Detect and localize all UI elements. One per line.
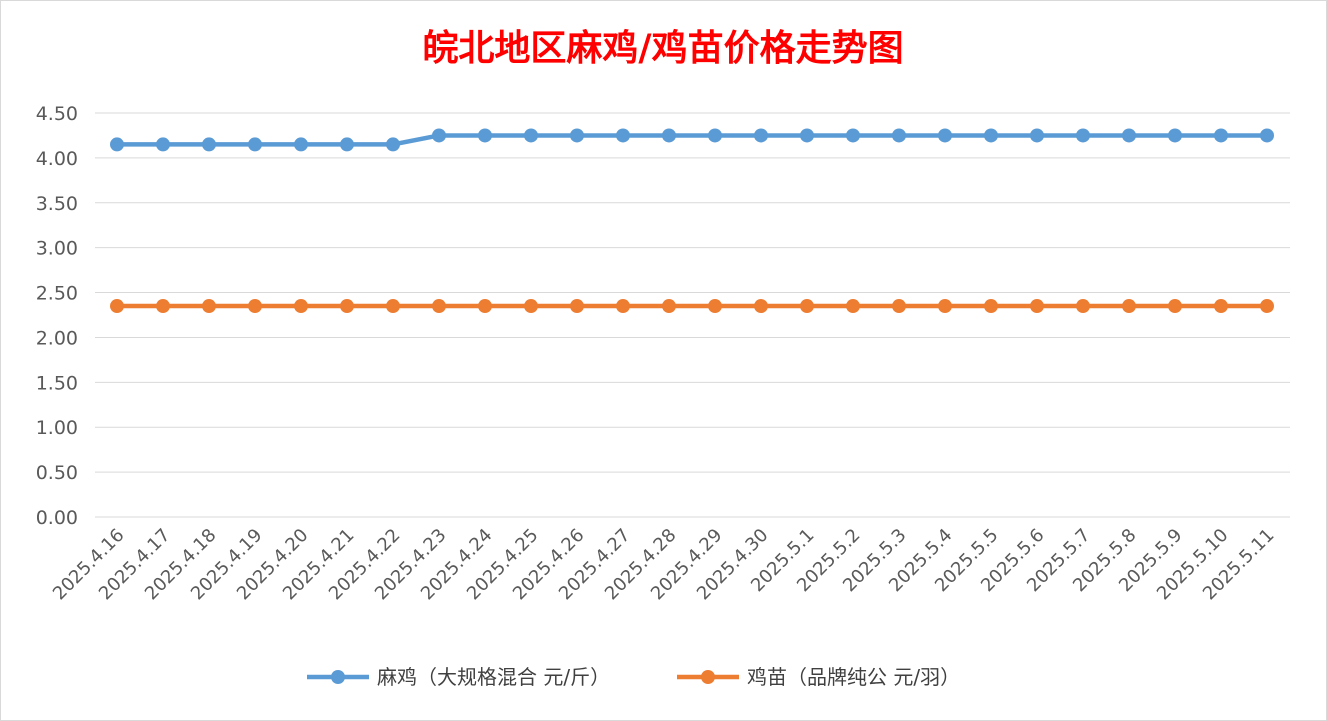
- data-point: [110, 137, 124, 152]
- legend: 麻鸡（大规格混合 元/斤） 鸡苗（品牌纯公 元/羽）: [307, 665, 960, 689]
- legend-item-1: 麻鸡（大规格混合 元/斤）: [307, 665, 610, 689]
- y-tick-label: 1.50: [36, 372, 78, 394]
- data-point: [1030, 299, 1044, 314]
- data-point: [984, 299, 998, 314]
- data-point: [800, 299, 814, 314]
- data-point: [1076, 299, 1090, 314]
- data-point: [1260, 128, 1274, 143]
- y-tick-label: 4.00: [36, 148, 78, 170]
- data-point: [892, 128, 906, 143]
- data-point: [1122, 128, 1136, 143]
- series-2: [110, 299, 1274, 314]
- y-tick-label: 3.50: [36, 193, 78, 215]
- data-point: [1214, 128, 1228, 143]
- series-line: [117, 133, 1267, 147]
- data-point: [938, 299, 952, 314]
- data-point: [386, 137, 400, 152]
- legend-marker: [701, 670, 715, 684]
- data-point: [294, 299, 308, 314]
- legend-marker: [331, 670, 345, 684]
- data-point: [662, 128, 676, 143]
- data-point: [248, 137, 262, 152]
- data-point: [478, 128, 492, 143]
- data-point: [938, 128, 952, 143]
- data-point: [1260, 299, 1274, 314]
- data-point: [202, 137, 216, 152]
- data-point: [294, 137, 308, 152]
- data-point: [1214, 299, 1228, 314]
- data-point: [156, 137, 170, 152]
- y-axis-ticks: 0.00 0.50 1.00 1.50 2.00 2.50 3.00 3.50 4.00 4.50: [36, 103, 78, 529]
- data-point: [432, 128, 446, 143]
- data-point: [1168, 128, 1182, 143]
- data-point: [432, 299, 446, 314]
- data-point: [754, 128, 768, 143]
- data-point: [202, 299, 216, 314]
- data-point: [1030, 128, 1044, 143]
- data-point: [754, 299, 768, 314]
- data-point: [386, 299, 400, 314]
- series-1: [110, 128, 1274, 152]
- data-point: [340, 299, 354, 314]
- y-tick-label: 4.50: [36, 103, 78, 125]
- data-point: [570, 299, 584, 314]
- chart-title: 皖北地区麻鸡/鸡苗价格走势图: [422, 27, 903, 69]
- y-tick-label: 1.00: [36, 417, 78, 439]
- data-point: [524, 128, 538, 143]
- data-point: [616, 128, 630, 143]
- legend-label: 鸡苗（品牌纯公 元/羽）: [747, 665, 960, 689]
- data-point: [1076, 128, 1090, 143]
- data-point: [570, 128, 584, 143]
- data-point: [846, 128, 860, 143]
- series-layer: [110, 128, 1274, 314]
- data-point: [616, 299, 630, 314]
- y-tick-label: 0.50: [36, 462, 78, 484]
- y-tick-label: 2.50: [36, 283, 78, 305]
- data-point: [524, 299, 538, 314]
- data-point: [156, 299, 170, 314]
- data-point: [340, 137, 354, 152]
- data-point: [1122, 299, 1136, 314]
- y-tick-label: 3.00: [36, 238, 78, 260]
- data-point: [708, 128, 722, 143]
- gridlines: [95, 112, 1290, 518]
- y-tick-label: 2.00: [36, 327, 78, 349]
- data-point: [110, 299, 124, 314]
- legend-item-2: 鸡苗（品牌纯公 元/羽）: [677, 665, 960, 689]
- data-point: [892, 299, 906, 314]
- data-point: [1168, 299, 1182, 314]
- data-point: [478, 299, 492, 314]
- y-tick-label: 0.00: [36, 507, 78, 529]
- data-point: [708, 299, 722, 314]
- data-point: [662, 299, 676, 314]
- data-point: [984, 128, 998, 143]
- data-point: [248, 299, 262, 314]
- data-point: [846, 299, 860, 314]
- data-point: [800, 128, 814, 143]
- legend-label: 麻鸡（大规格混合 元/斤）: [377, 665, 610, 689]
